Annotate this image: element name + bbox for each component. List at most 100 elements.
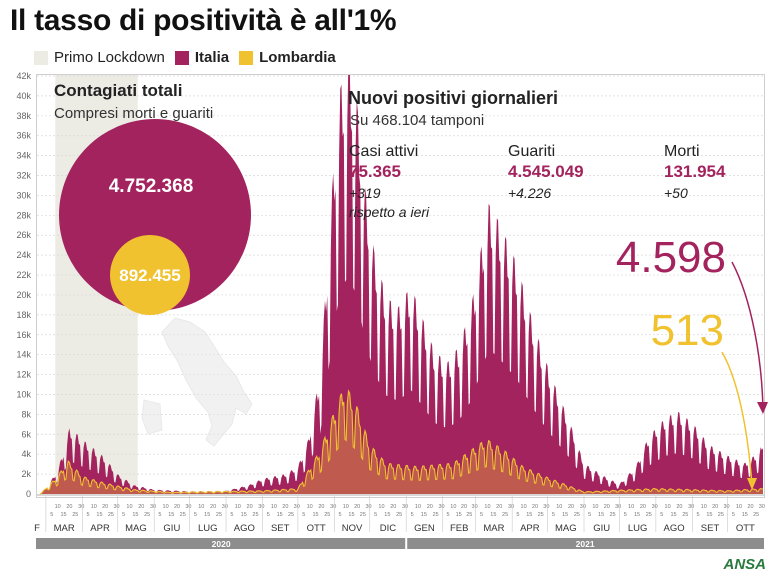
y-tick-label: 26k bbox=[16, 230, 31, 240]
totals-italia-circle bbox=[59, 119, 251, 311]
day-tick-label: 20 bbox=[318, 504, 324, 510]
day-tick-label: 30 bbox=[366, 504, 372, 510]
day-tick-label: 5 bbox=[194, 512, 197, 518]
legend-swatch-lombardia bbox=[239, 50, 254, 65]
day-tick-label: 5 bbox=[302, 512, 305, 518]
day-tick-label: 5 bbox=[552, 512, 555, 518]
day-tick-label: 25 bbox=[682, 512, 688, 518]
day-tick-label: 15 bbox=[277, 512, 283, 518]
y-tick-label: 34k bbox=[16, 151, 31, 161]
y-tick-label: 24k bbox=[16, 250, 31, 260]
y-tick-label: 42k bbox=[16, 71, 31, 81]
y-tick-label: 18k bbox=[16, 310, 31, 320]
morti-delta: +50 bbox=[664, 185, 688, 201]
day-tick-label: 20 bbox=[174, 504, 180, 510]
daily-subtitle: Su 468.104 tamponi bbox=[350, 112, 484, 129]
legend-label-lombardia: Lombardia bbox=[259, 49, 336, 66]
month-label: AGO bbox=[234, 523, 255, 534]
totals-italia-value: 4.752.368 bbox=[109, 176, 194, 197]
day-tick-label: 10 bbox=[556, 504, 562, 510]
day-tick-label: 25 bbox=[396, 512, 402, 518]
series-line-lombardia bbox=[39, 389, 764, 495]
y-tick-label: 4k bbox=[21, 449, 31, 459]
month-label: SET bbox=[701, 523, 720, 534]
day-tick-label: 20 bbox=[676, 504, 682, 510]
italia-callout-arrow bbox=[731, 261, 764, 411]
legend-item-lockdown: Primo Lockdown bbox=[34, 49, 165, 66]
day-tick-label: 30 bbox=[258, 504, 264, 510]
y-tick-label: 6k bbox=[21, 429, 31, 439]
day-tick-label: 25 bbox=[360, 512, 366, 518]
day-tick-label: 25 bbox=[466, 512, 472, 518]
day-tick-label: 25 bbox=[288, 512, 294, 518]
day-tick-label: 30 bbox=[78, 504, 84, 510]
day-tick-label: 15 bbox=[168, 512, 174, 518]
year-label-2020: 2020 bbox=[212, 539, 231, 549]
month-label: LUG bbox=[198, 523, 218, 534]
day-tick-label: 15 bbox=[348, 512, 354, 518]
day-tick-label: 10 bbox=[628, 504, 634, 510]
day-tick-label: 30 bbox=[543, 504, 549, 510]
guariti-delta: +4.226 bbox=[508, 185, 551, 201]
day-tick-label: 15 bbox=[526, 512, 532, 518]
day-tick-label: 25 bbox=[108, 512, 114, 518]
day-tick-label: 10 bbox=[343, 504, 349, 510]
month-label: MAG bbox=[555, 523, 577, 534]
day-tick-label: 15 bbox=[598, 512, 604, 518]
y-tick-label: 0 bbox=[26, 489, 31, 499]
month-label: MAG bbox=[125, 523, 147, 534]
y-tick-label: 28k bbox=[16, 210, 31, 220]
day-tick-label: 30 bbox=[294, 504, 300, 510]
morti-value: 131.954 bbox=[664, 162, 726, 181]
day-tick-label: 15 bbox=[132, 512, 138, 518]
day-tick-label: 5 bbox=[339, 512, 342, 518]
day-tick-label: 5 bbox=[732, 512, 735, 518]
day-tick-label: 15 bbox=[742, 512, 748, 518]
day-tick-label: 30 bbox=[402, 504, 408, 510]
day-tick-label: 15 bbox=[384, 512, 390, 518]
totals-lombardia-circle bbox=[110, 235, 190, 315]
month-label: NOV bbox=[342, 523, 363, 534]
day-tick-label: 20 bbox=[461, 504, 467, 510]
casi-attivi-label: Casi attivi bbox=[349, 143, 418, 160]
month-label: DIC bbox=[380, 523, 397, 534]
month-label: OTT bbox=[307, 523, 326, 534]
day-tick-label: 30 bbox=[222, 504, 228, 510]
legend-label-lockdown: Primo Lockdown bbox=[54, 49, 165, 66]
day-tick-label: 10 bbox=[665, 504, 671, 510]
month-label: SET bbox=[271, 523, 290, 534]
day-tick-label: 30 bbox=[652, 504, 658, 510]
series-area-italia bbox=[40, 75, 763, 494]
day-tick-label: 30 bbox=[185, 504, 191, 510]
y-tick-label: 16k bbox=[16, 330, 31, 340]
legend-item-lombardia: Lombardia bbox=[239, 49, 336, 66]
day-tick-label: 15 bbox=[456, 512, 462, 518]
lombardia-callout-arrow bbox=[721, 351, 753, 487]
casi-attivi-note: rispetto a ieri bbox=[349, 204, 430, 220]
y-tick-label: 30k bbox=[16, 190, 31, 200]
month-label: MAR bbox=[483, 523, 504, 534]
day-tick-label: 30 bbox=[508, 504, 514, 510]
day-tick-label: 15 bbox=[241, 512, 247, 518]
day-tick-label: 10 bbox=[415, 504, 421, 510]
day-tick-label: 20 bbox=[247, 504, 253, 510]
day-tick-label: 30 bbox=[580, 504, 586, 510]
legend-swatch-italia bbox=[174, 50, 189, 65]
day-tick-label: 15 bbox=[670, 512, 676, 518]
month-label: OTT bbox=[736, 523, 755, 534]
day-tick-label: 20 bbox=[102, 504, 108, 510]
day-tick-label: 30 bbox=[688, 504, 694, 510]
totals-title: Contagiati totali bbox=[54, 81, 182, 100]
day-tick-label: 25 bbox=[216, 512, 222, 518]
year-bar-2020 bbox=[36, 538, 406, 549]
legend: Primo Lockdown Italia Lombardia bbox=[34, 49, 346, 66]
day-tick-label: 30 bbox=[723, 504, 729, 510]
y-tick-label: 32k bbox=[16, 171, 31, 181]
day-tick-label: 20 bbox=[66, 504, 72, 510]
day-tick-label: 15 bbox=[60, 512, 66, 518]
day-tick-label: 5 bbox=[697, 512, 700, 518]
y-tick-label: 10k bbox=[16, 389, 31, 399]
day-tick-label: 25 bbox=[252, 512, 258, 518]
totals-subtitle: Compresi morti e guariti bbox=[54, 105, 213, 122]
